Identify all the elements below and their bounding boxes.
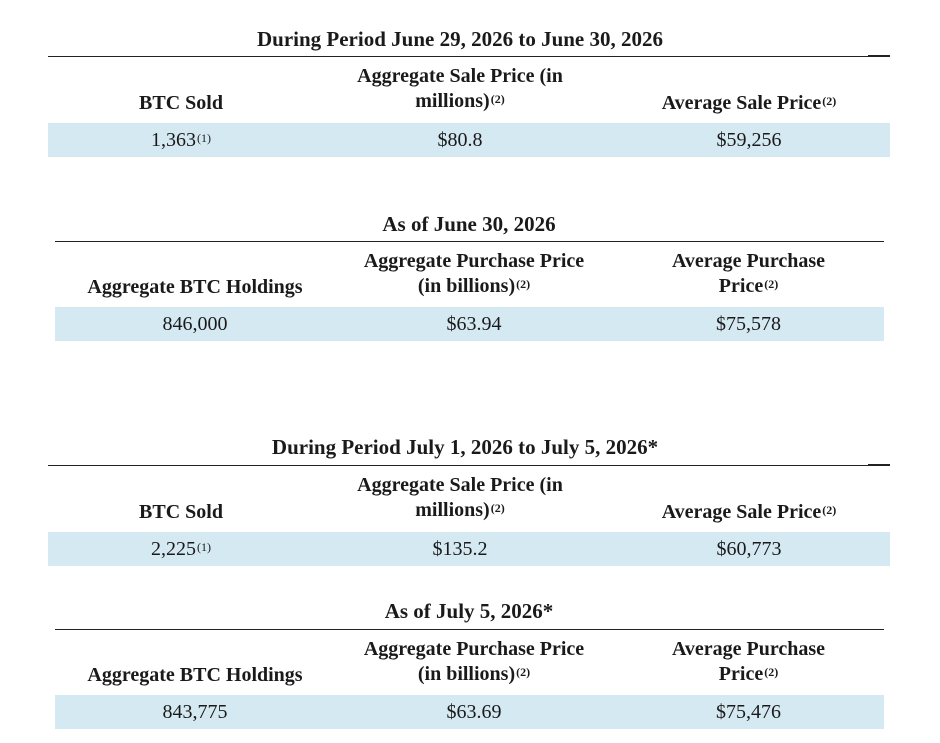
header-average-purchase-price: Average Purchase Price(2) — [613, 637, 884, 687]
header-line: Aggregate Purchase Price — [363, 638, 585, 660]
table-row: 2,225(1) $135.2 $60,773 — [48, 532, 890, 566]
table-title: During Period June 29, 2026 to June 30, … — [256, 27, 663, 51]
holdings-table-june: As of June 30, 2026 Aggregate BTC Holdin… — [0, 0, 940, 350]
header-line: Average Sale Price — [661, 92, 822, 114]
header-line: Average Sale Price — [661, 501, 822, 523]
cell-average-sale-price: $60,773 — [716, 538, 782, 560]
header-line: (in billions) — [417, 663, 516, 685]
cell-average-sale-price: $59,256 — [716, 129, 782, 151]
footnote-marker: (1) — [197, 131, 211, 145]
footnote-marker: (2) — [490, 92, 505, 106]
footnote-marker: (2) — [764, 277, 779, 291]
header-line: Price — [718, 275, 764, 297]
footnote-marker: (2) — [516, 277, 531, 291]
header-aggregate-btc-holdings: Aggregate BTC Holdings — [55, 663, 335, 688]
cell-aggregate-purchase-price: $63.69 — [446, 701, 502, 723]
footnote-marker: (2) — [764, 665, 779, 679]
cell-aggregate-purchase-price: $63.94 — [446, 313, 502, 335]
table-title: As of June 30, 2026 — [382, 212, 556, 236]
title-rule-tail — [868, 55, 890, 57]
header-aggregate-purchase-price: Aggregate Purchase Price (in billions)(2… — [335, 249, 613, 299]
header-line: millions) — [415, 90, 490, 112]
header-line: Aggregate BTC Holdings — [87, 664, 303, 686]
header-line: Aggregate Purchase Price — [363, 250, 585, 272]
table-row: 1,363(1) $80.8 $59,256 — [48, 123, 890, 157]
table-title: As of July 5, 2026* — [384, 599, 554, 623]
header-btc-sold: BTC Sold — [48, 500, 314, 525]
cell-btc-sold: 1,363(1) — [151, 129, 211, 151]
title-rule — [55, 629, 884, 630]
header-line: (in billions) — [417, 275, 516, 297]
header-aggregate-btc-holdings: Aggregate BTC Holdings — [55, 275, 335, 300]
header-average-sale-price: Average Sale Price(2) — [608, 91, 890, 116]
header-average-purchase-price: Average Purchase Price(2) — [613, 249, 884, 299]
header-line: Aggregate Sale Price (in — [357, 65, 563, 87]
footnote-marker: (2) — [490, 501, 505, 515]
title-rule — [48, 465, 890, 466]
footnote-marker: (1) — [197, 540, 211, 554]
table-row: 843,775 $63.69 $75,476 — [55, 695, 884, 729]
header-aggregate-sale-price: Aggregate Sale Price (in millions)(2) — [322, 473, 598, 523]
sale-table-july: During Period July 1, 2026 to July 5, 20… — [48, 435, 890, 566]
cell-average-purchase-price: $75,476 — [716, 701, 781, 723]
cell-aggregate-btc-holdings: 846,000 — [162, 313, 228, 335]
footnote-marker: (2) — [822, 94, 837, 108]
cell-aggregate-sale-price: $135.2 — [432, 538, 488, 560]
title-rule — [55, 241, 884, 242]
header-line: Aggregate Sale Price (in — [357, 474, 563, 496]
header-line: BTC Sold — [139, 501, 223, 523]
header-line: Average Purchase — [671, 638, 826, 660]
title-rule — [48, 56, 890, 57]
title-rule-tail — [868, 464, 890, 466]
footnote-marker: (2) — [822, 503, 837, 517]
sale-table-june: During Period June 29, 2026 to June 30, … — [0, 0, 940, 170]
cell-average-purchase-price: $75,578 — [716, 313, 781, 335]
table-row: 846,000 $63.94 $75,578 — [55, 307, 884, 341]
header-line: millions) — [415, 499, 490, 521]
header-btc-sold: BTC Sold — [48, 91, 314, 116]
cell-btc-sold: 2,225(1) — [151, 538, 211, 560]
header-aggregate-sale-price: Aggregate Sale Price (in millions)(2) — [322, 64, 598, 114]
header-line: Aggregate BTC Holdings — [87, 276, 303, 298]
footnote-marker: (2) — [516, 665, 531, 679]
header-aggregate-purchase-price: Aggregate Purchase Price (in billions)(2… — [335, 637, 613, 687]
header-line: BTC Sold — [139, 92, 223, 114]
header-line: Price — [718, 663, 764, 685]
table-title: During Period July 1, 2026 to July 5, 20… — [271, 435, 659, 459]
header-line: Average Purchase — [671, 250, 826, 272]
cell-aggregate-sale-price: $80.8 — [437, 129, 483, 151]
header-average-sale-price: Average Sale Price(2) — [608, 500, 890, 525]
cell-aggregate-btc-holdings: 843,775 — [162, 701, 228, 723]
